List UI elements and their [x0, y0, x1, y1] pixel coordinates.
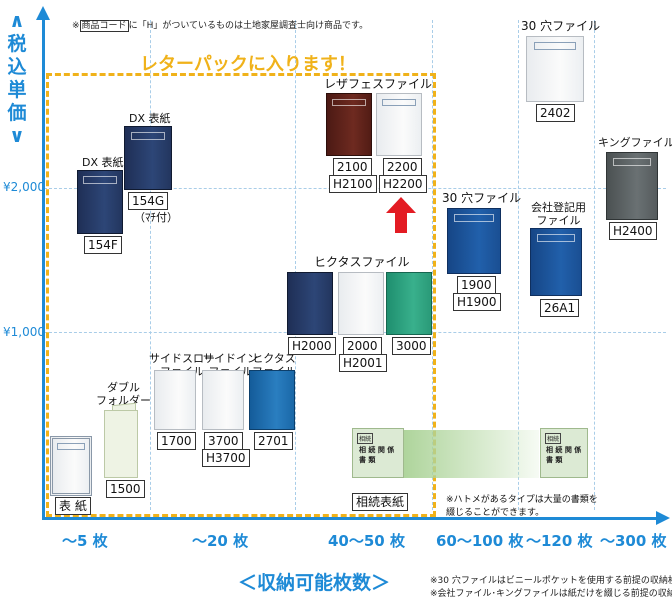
product-code: 3700 [204, 432, 243, 450]
product-caption: キングファイル G [598, 136, 672, 149]
product-code: 相続表紙 [352, 493, 409, 511]
product-caption: ダブル フォルダー [96, 381, 151, 407]
product-code: 26A1 [540, 299, 580, 317]
product-code: H1900 [453, 293, 501, 311]
product-hiktas-navy-image [287, 272, 333, 335]
footnote: ※30 穴ファイルはビニールポケットを使用する前提の収納枚数。 [430, 576, 672, 586]
product-code: H3700 [202, 449, 250, 467]
product-30hole-white-image [526, 36, 584, 102]
x-category-label: 〜20 枚 [192, 532, 249, 550]
product-hyoshi-image [50, 436, 92, 496]
grid-line [295, 20, 296, 510]
x-category-label: 40〜50 枚 [328, 532, 405, 550]
product-code: H2001 [339, 354, 387, 372]
y-tick-label: ¥1,000 [3, 325, 45, 339]
product-lezafes-white-image [376, 93, 422, 156]
product-dx-image [77, 170, 123, 234]
product-sozoku-image: 相続 相 続 関 係 書 類 [352, 428, 404, 478]
product-code: 表 紙 [55, 497, 91, 515]
product-caption: ヒクタスファイル [314, 255, 410, 269]
product-code: 2100 [333, 158, 372, 176]
y-axis-label: ∧ 税 込 単 価 ∨ [7, 10, 27, 147]
product-caption: 30 穴ファイル [521, 19, 601, 33]
x-axis-arrow-icon [656, 511, 670, 525]
product-caption: 会社登記用 ファイル [531, 201, 586, 227]
product-sideslow-image [154, 370, 196, 430]
letterpack-label: レターパックに入ります！ [140, 54, 356, 75]
product-code: 3000 [392, 337, 431, 355]
red-arrow-up-icon [386, 197, 416, 233]
note-top: ※ 商品コード に「H」がついているものは土地家屋調査士向け商品です。 [72, 20, 369, 32]
capacity-range-band [404, 430, 539, 478]
grid-line [518, 20, 519, 510]
letterpack-area [46, 73, 436, 517]
product-lezafes-brown-image [326, 93, 372, 156]
product-code: H2100 [329, 175, 377, 193]
product-note: （ﾏﾁ付） [134, 211, 178, 224]
product-code: 1900 [457, 276, 496, 294]
product-sozoku-image: 相続 相 続 関 係 書 類 [540, 428, 588, 478]
y-axis [42, 18, 45, 518]
product-code: 2000 [343, 337, 382, 355]
product-caption: 30 穴ファイル [442, 191, 522, 205]
product-double-image [104, 410, 138, 478]
product-code: H2400 [609, 222, 657, 240]
product-30hole-image [447, 208, 501, 274]
y-axis-arrow-icon [36, 6, 50, 20]
footnote: ※会社ファイル･キングファイルは紙だけを綴じる前提の収納枚数。 [430, 589, 672, 599]
x-category-label: 〜120 枚 [526, 532, 593, 550]
product-code: 1500 [106, 480, 145, 498]
x-axis-title: ＜収納可能枚数＞ [238, 572, 391, 594]
product-caption: DX 表紙 [82, 156, 124, 169]
grid-line [594, 20, 595, 510]
product-code: 154F [84, 236, 122, 254]
product-sidein-image [202, 370, 244, 430]
grid-line [150, 20, 151, 510]
product-king-image [606, 152, 658, 220]
product-code: 1700 [157, 432, 196, 450]
product-hiktas-teal-image [386, 272, 432, 335]
product-hiktas-small-image [249, 370, 295, 430]
x-category-label: 〜300 枚 [600, 532, 667, 550]
product-code: 2200 [383, 158, 422, 176]
product-dx-file-image [124, 126, 172, 190]
x-category-label: 60〜100 枚 [436, 532, 524, 550]
grid-line [432, 20, 433, 510]
x-category-label: 〜5 枚 [62, 532, 108, 550]
product-code: H2000 [288, 337, 336, 355]
product-code: 154G [128, 192, 169, 210]
product-caption: DX 表紙 [129, 112, 171, 125]
x-axis [42, 517, 657, 520]
product-code: H2200 [379, 175, 427, 193]
product-kaisha-image [530, 228, 582, 296]
product-code: 2402 [536, 104, 575, 122]
product-code: 2701 [254, 432, 293, 450]
product-caption: レザフェスファイル [324, 77, 433, 91]
hatome-note: ※ハトメがあるタイプは大量の書類を 綴じることができます。 [446, 495, 598, 518]
product-hiktas-white-image [338, 272, 384, 335]
y-tick-label: ¥2,000 [3, 180, 45, 194]
